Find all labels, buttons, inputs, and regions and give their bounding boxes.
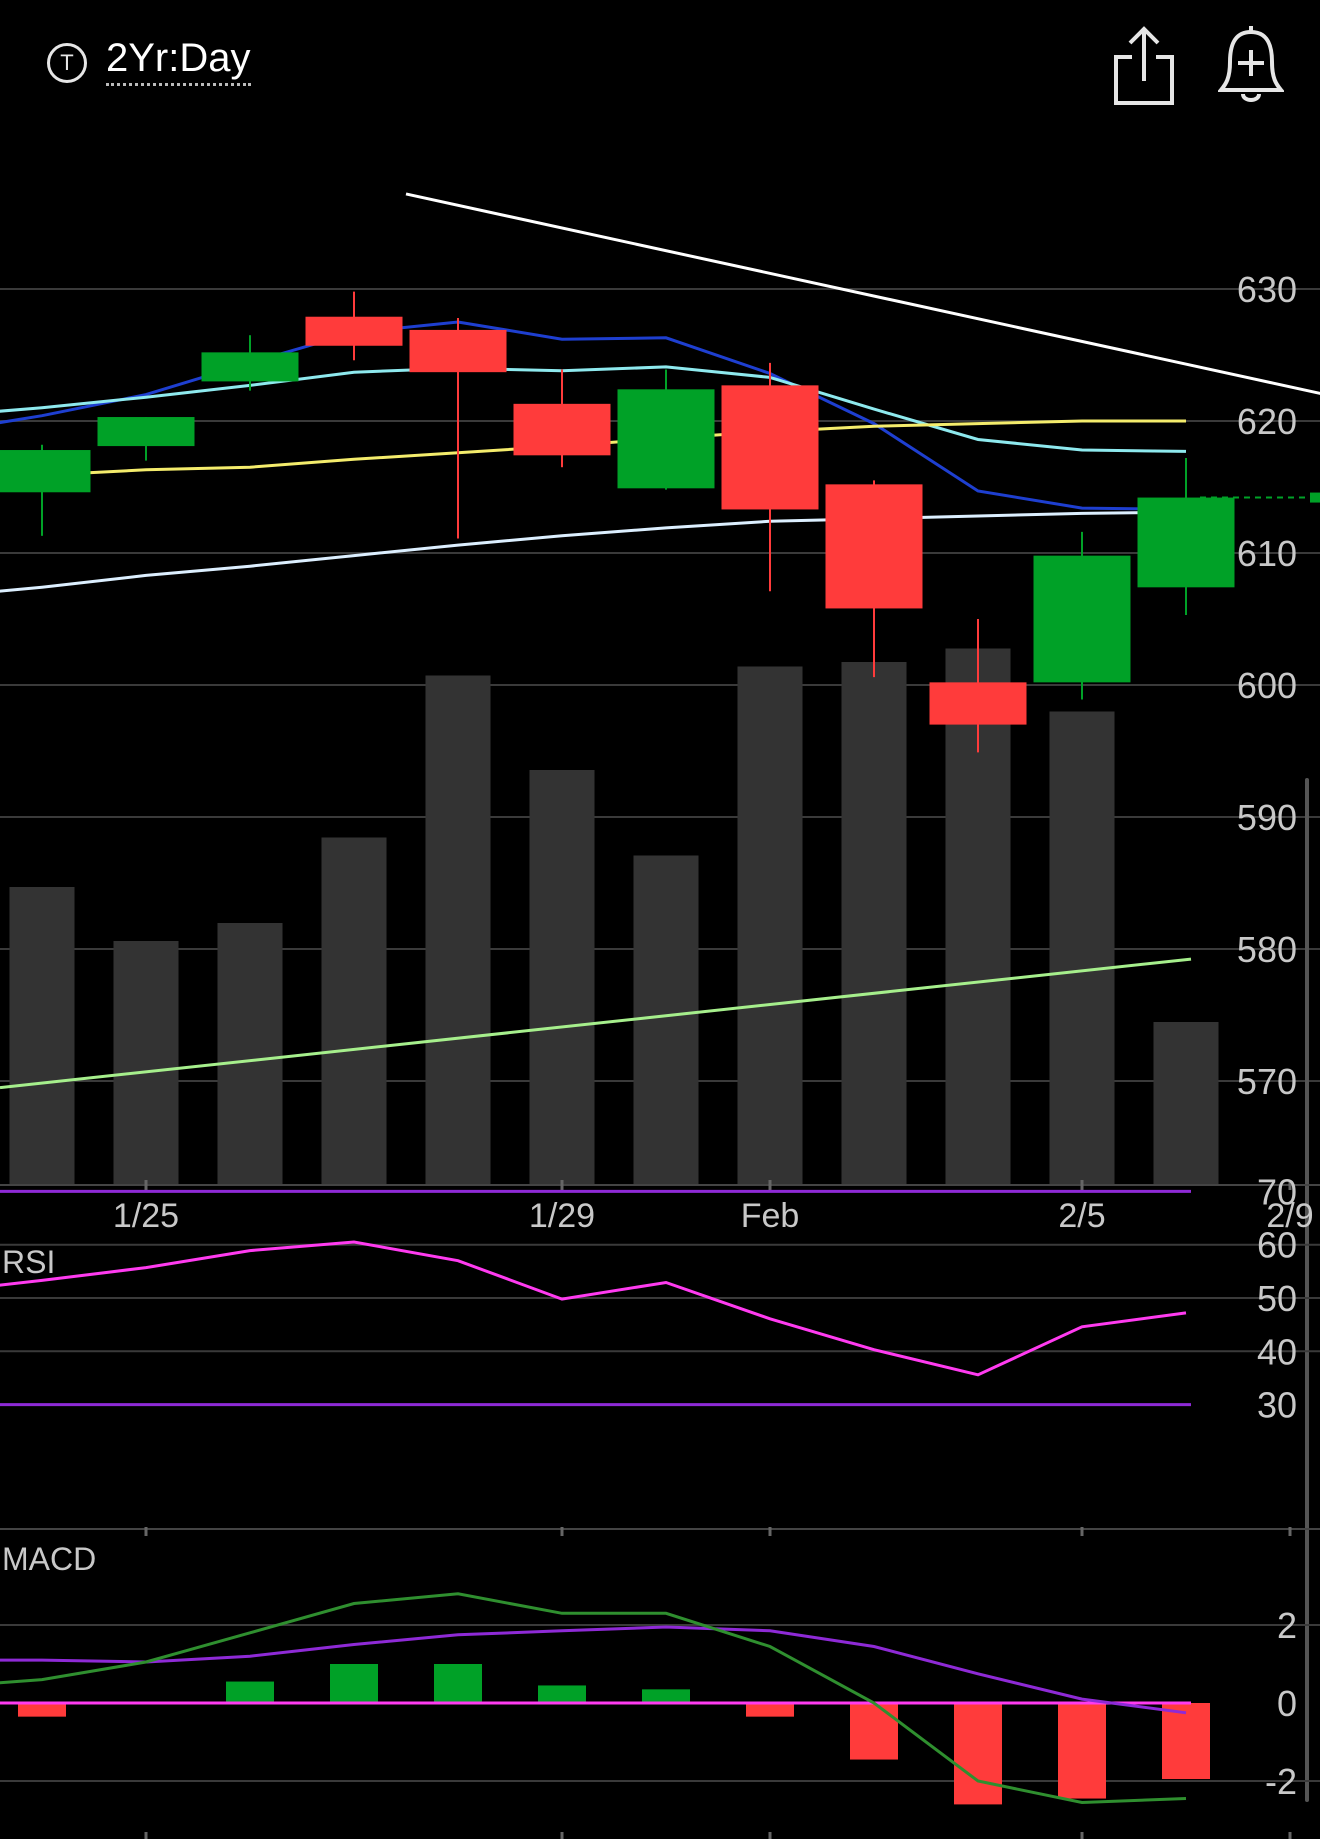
price-tick-label: 590 bbox=[1237, 797, 1297, 838]
volume-bar bbox=[529, 770, 595, 1184]
candle-up bbox=[0, 450, 91, 493]
candle-down bbox=[929, 682, 1027, 725]
macd-signal-line bbox=[0, 1625, 1187, 1715]
x-tick-label: 2/5 bbox=[1058, 1197, 1105, 1235]
volume-bar bbox=[113, 941, 179, 1184]
last-price-marker bbox=[1310, 492, 1320, 503]
volume-bar bbox=[1153, 1022, 1219, 1184]
macd-histogram-bar bbox=[18, 1703, 66, 1717]
rsi-line bbox=[0, 1240, 1187, 1377]
moving-average-line-3 bbox=[0, 510, 1187, 593]
macd-histogram-bar bbox=[746, 1703, 794, 1717]
x-tick-label: 1/29 bbox=[529, 1197, 595, 1235]
candle-down bbox=[721, 385, 819, 510]
candle-up bbox=[617, 389, 715, 489]
chart-header: T 2Yr:Day bbox=[0, 0, 1320, 130]
rsi-tick-label: 50 bbox=[1257, 1278, 1297, 1319]
volume-bar bbox=[1049, 711, 1115, 1184]
trendline bbox=[405, 192, 1320, 395]
price-tick-label: 580 bbox=[1237, 929, 1297, 970]
macd-histogram-bar bbox=[954, 1703, 1002, 1805]
candle-down bbox=[409, 329, 507, 373]
price-tick-label: 610 bbox=[1237, 533, 1297, 574]
timeframe-icon[interactable]: T bbox=[47, 43, 87, 83]
macd-tick-label: 2 bbox=[1277, 1605, 1297, 1646]
volume-bar bbox=[841, 662, 907, 1184]
macd-histogram-bar bbox=[330, 1664, 378, 1703]
volume-bar bbox=[737, 666, 803, 1184]
rsi-tick-label: 40 bbox=[1257, 1331, 1297, 1372]
macd-histogram-bar bbox=[642, 1689, 690, 1703]
x-tick-label: Feb bbox=[741, 1197, 800, 1235]
rsi-tick-label: 30 bbox=[1257, 1385, 1297, 1426]
macd-histogram-bar bbox=[538, 1685, 586, 1703]
x-tick-label: 1/25 bbox=[113, 1197, 179, 1235]
share-icon bbox=[1114, 26, 1174, 105]
rsi-tick-label: 60 bbox=[1257, 1225, 1297, 1266]
candle-down bbox=[825, 484, 923, 609]
x-tick-label: 2/9 bbox=[1266, 1197, 1313, 1235]
volume-bar bbox=[321, 837, 387, 1184]
volume-ma-line bbox=[0, 957, 1192, 1090]
macd-tick-label: -2 bbox=[1265, 1761, 1297, 1802]
volume-bar bbox=[217, 923, 283, 1184]
macd-histogram-bar bbox=[226, 1681, 274, 1703]
candle-up bbox=[97, 417, 195, 447]
candle-down bbox=[305, 316, 403, 346]
volume-bar bbox=[9, 887, 75, 1184]
macd-line bbox=[0, 1592, 1187, 1805]
rsi-title: RSI bbox=[2, 1244, 55, 1280]
candle-up bbox=[1033, 555, 1131, 683]
volume-bar bbox=[633, 855, 699, 1184]
candle-down bbox=[513, 403, 611, 456]
macd-histogram-bar bbox=[1058, 1703, 1106, 1799]
macd-histogram-bar bbox=[850, 1703, 898, 1760]
price-tick-label: 630 bbox=[1237, 269, 1297, 310]
macd-histogram-bar bbox=[1162, 1703, 1210, 1780]
moving-average-line-0 bbox=[0, 320, 1187, 511]
candle-up bbox=[201, 352, 299, 382]
timeframe-selector[interactable]: 2Yr:Day bbox=[106, 36, 251, 86]
macd-histogram-bar bbox=[434, 1664, 482, 1703]
share-button[interactable] bbox=[1112, 25, 1176, 105]
macd-title: MACD bbox=[2, 1541, 96, 1577]
volume-bar bbox=[425, 675, 491, 1184]
price-tick-label: 600 bbox=[1237, 665, 1297, 706]
macd-tick-label: 0 bbox=[1277, 1683, 1297, 1724]
price-tick-label: 570 bbox=[1237, 1061, 1297, 1102]
add-alert-button[interactable] bbox=[1216, 22, 1286, 106]
alert-add-icon bbox=[1216, 26, 1286, 102]
price-tick-label: 620 bbox=[1237, 401, 1297, 442]
rsi-tick-label: 70 bbox=[1257, 1171, 1297, 1212]
candle-up bbox=[1137, 497, 1235, 588]
